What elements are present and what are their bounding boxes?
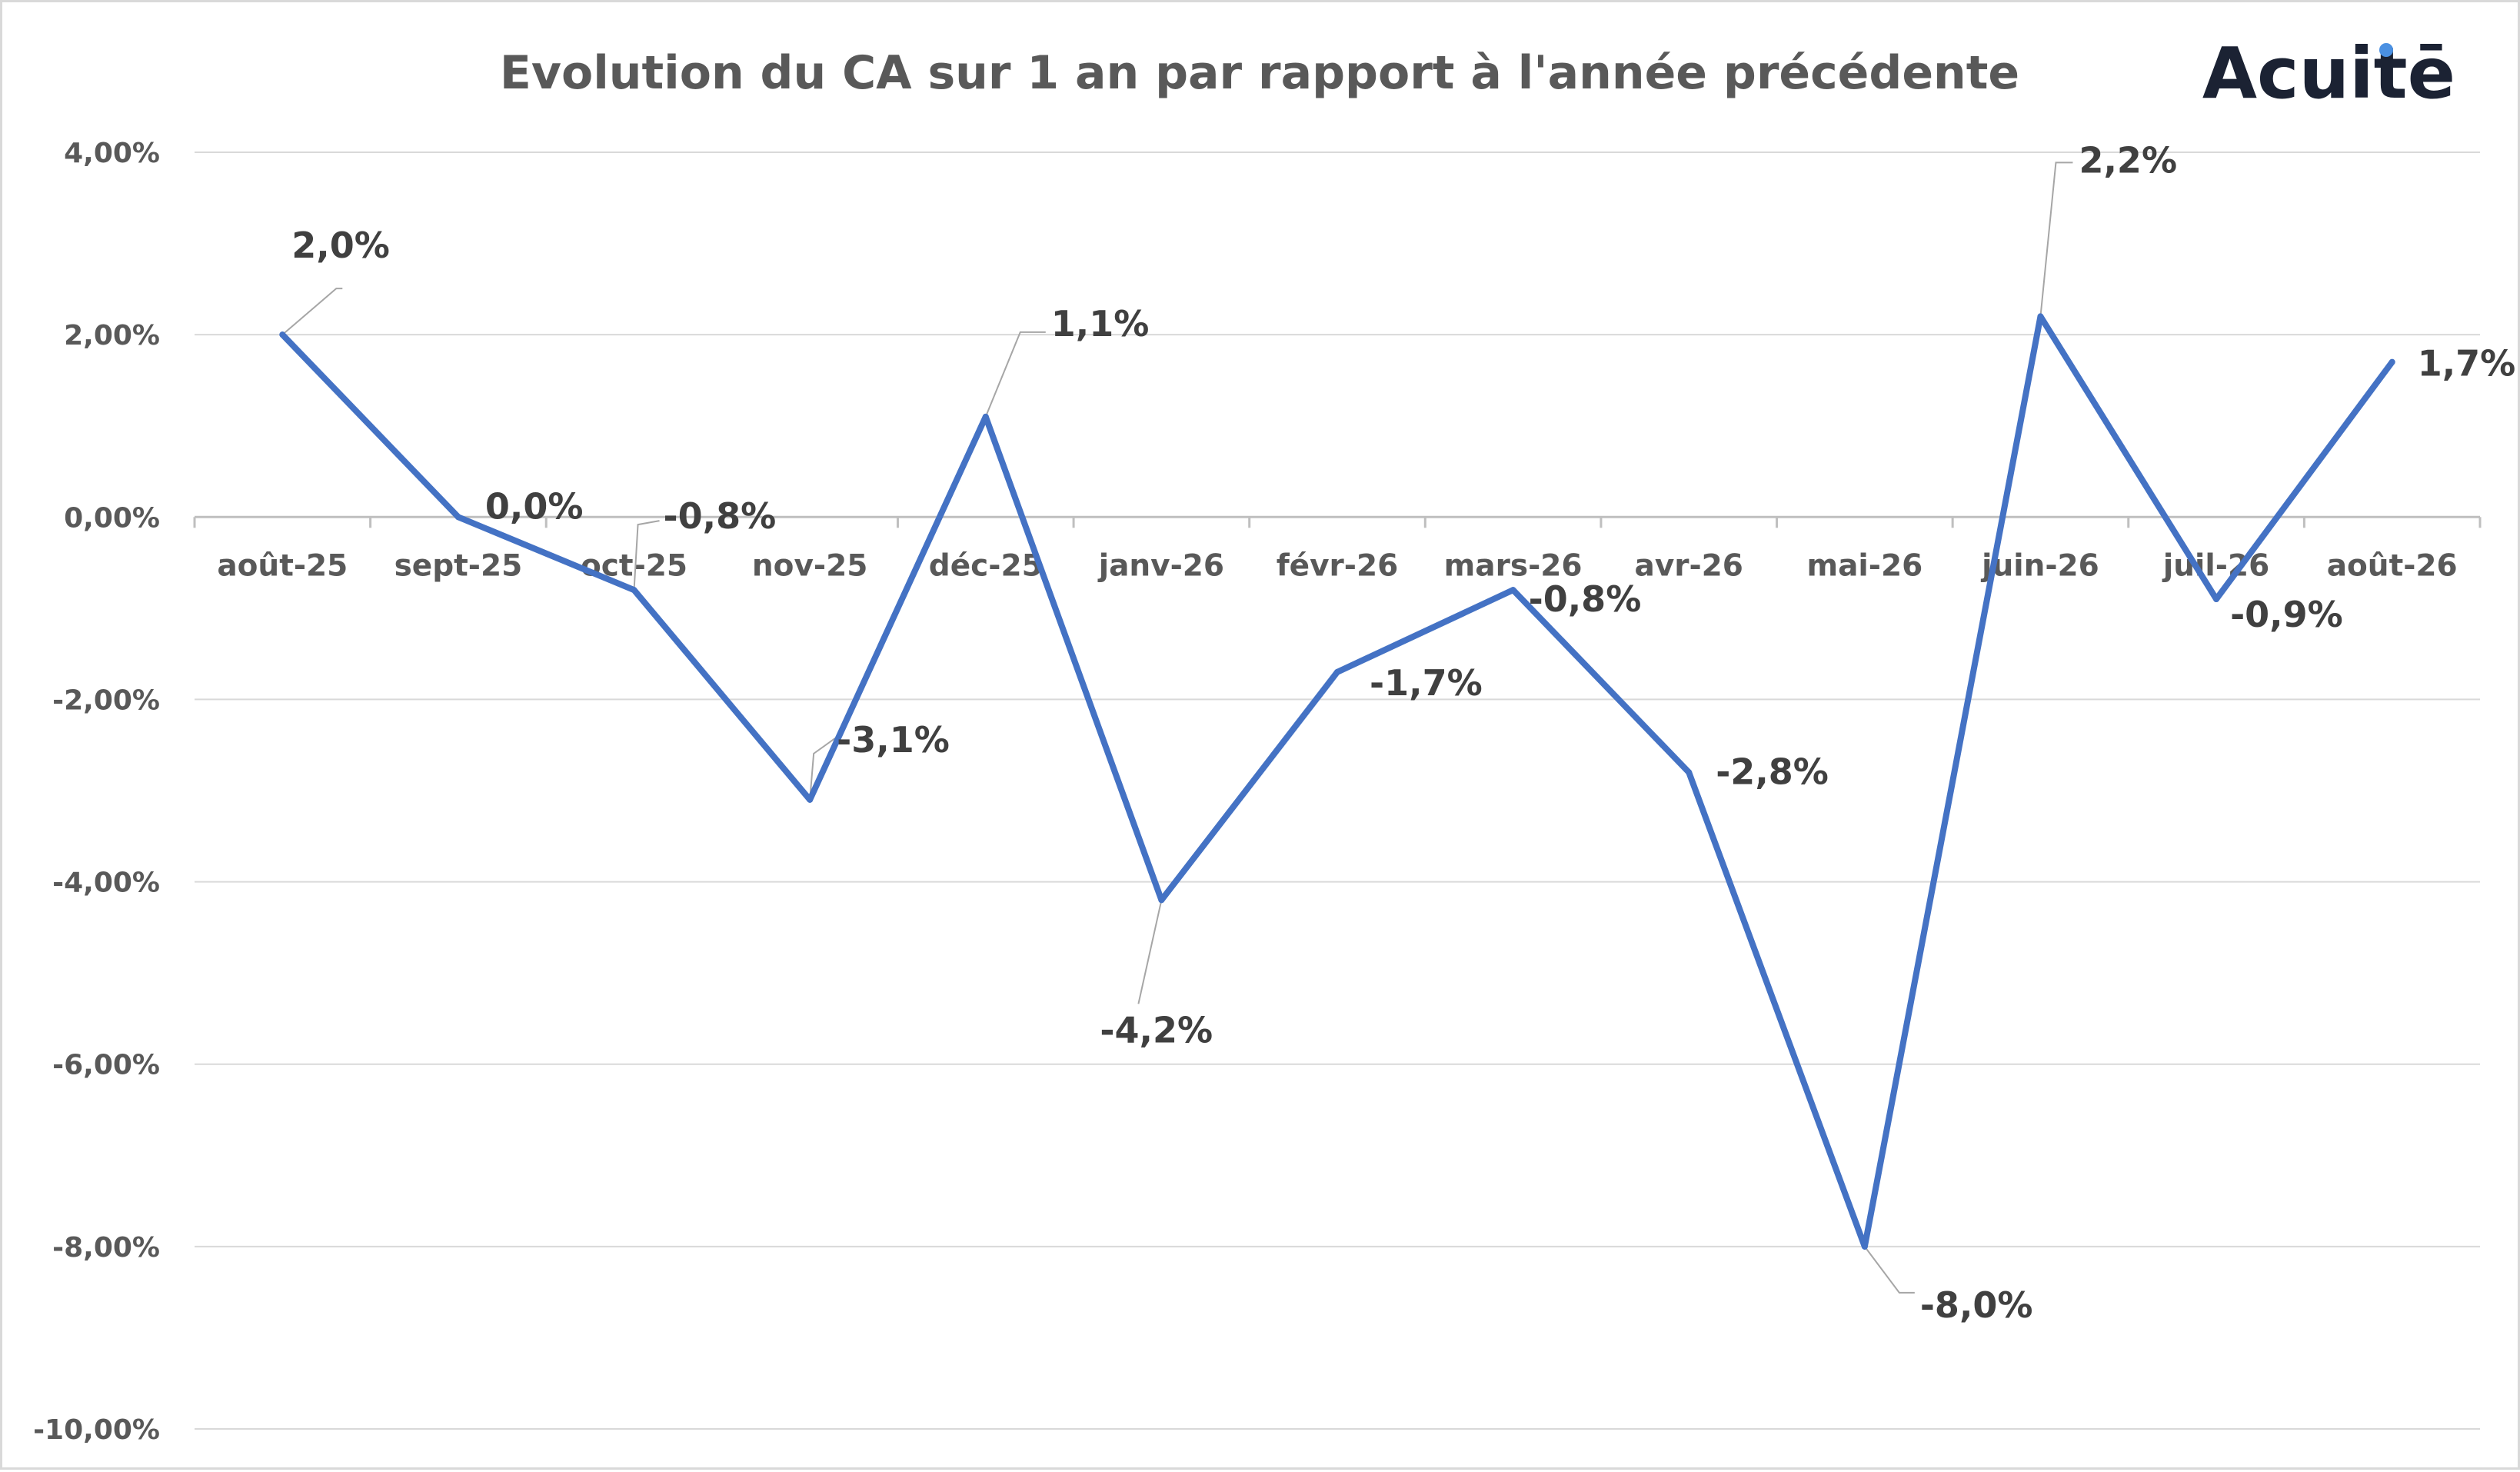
data-point [631, 587, 637, 594]
x-tick-label: juin-26 [1980, 548, 2099, 583]
leader-line [984, 331, 1046, 418]
y-tick-label: -6,00% [52, 1050, 160, 1081]
y-tick-label: 0,00% [64, 502, 160, 534]
acuite-logo: Acuitē [2202, 32, 2455, 115]
leader-line [1864, 1246, 1915, 1294]
logo-text: Acuitē [2202, 32, 2455, 115]
x-tick-label: août-26 [2327, 548, 2458, 583]
leader-line [2039, 162, 2073, 317]
data-label: 1,1% [1051, 303, 1150, 345]
data-label: -2,8% [1716, 751, 1829, 792]
data-point [1686, 769, 1693, 776]
x-tick-label: janv-26 [1097, 548, 1224, 583]
series-line [279, 313, 2395, 1250]
zero-axis [193, 515, 2482, 528]
gridlines [195, 152, 2480, 1430]
y-axis-ticks: 4,00% 2,00% 0,00% -2,00% -4,00% -6,00% -8,00% -… [33, 138, 160, 1446]
data-point [2037, 313, 2044, 320]
y-tick-label: 2,00% [64, 320, 160, 351]
data-point [1510, 587, 1516, 594]
data-label: 0,0% [485, 485, 584, 527]
x-tick-label: mars-26 [1444, 548, 1583, 583]
data-label: -1,7% [1370, 662, 1483, 704]
y-tick-label: -10,00% [33, 1414, 160, 1446]
data-point [982, 413, 989, 420]
data-point [1334, 668, 1340, 675]
data-point [2213, 596, 2220, 602]
x-tick-label: août-25 [217, 548, 348, 583]
y-tick-label: -2,00% [52, 684, 160, 716]
data-label: -0,8% [1529, 578, 1642, 620]
y-tick-label: -8,00% [52, 1232, 160, 1264]
data-point [454, 514, 461, 521]
x-tick-label: févr-26 [1277, 548, 1399, 583]
y-tick-label: 4,00% [64, 138, 160, 169]
data-label: -0,9% [2230, 594, 2343, 635]
data-point [1158, 897, 1165, 904]
data-label: 1,7% [2418, 343, 2516, 385]
y-tick-label: -4,00% [52, 868, 160, 899]
data-label: -0,8% [664, 495, 777, 537]
data-point [1861, 1243, 1868, 1250]
label-leader-lines [281, 162, 2073, 1294]
x-tick-label: avr-26 [1635, 548, 1743, 583]
logo-dot [2379, 43, 2393, 57]
data-label: -8,0% [1920, 1284, 2033, 1326]
x-tick-label: mai-26 [1806, 548, 1922, 583]
data-label: -3,1% [837, 719, 950, 761]
leader-line [809, 738, 836, 800]
x-tick-label: nov-25 [752, 548, 867, 583]
x-tick-label: déc-25 [929, 548, 1043, 583]
data-point [279, 331, 286, 338]
data-label: 2,2% [2079, 139, 2177, 181]
data-labels: 2,0% 0,0% -0,8% -3,1% 1,1% -4,2% -1,7% -0,8% -2,… [291, 139, 2515, 1325]
leader-line [633, 520, 660, 591]
data-point [2389, 358, 2395, 365]
leader-line [281, 288, 343, 335]
series-line-group [279, 313, 2395, 1250]
chart-title: Evolution du CA sur 1 an par rapport à l… [500, 46, 2019, 100]
leader-line [1137, 900, 1163, 1004]
data-point [807, 796, 814, 803]
data-label: 2,0% [291, 225, 390, 266]
x-axis-ticks: août-25 sept-25 oct-25 nov-25 déc-25 janv-26 f… [217, 548, 2457, 583]
data-label: -4,2% [1100, 1009, 1213, 1051]
x-tick-label: sept-25 [394, 548, 523, 583]
